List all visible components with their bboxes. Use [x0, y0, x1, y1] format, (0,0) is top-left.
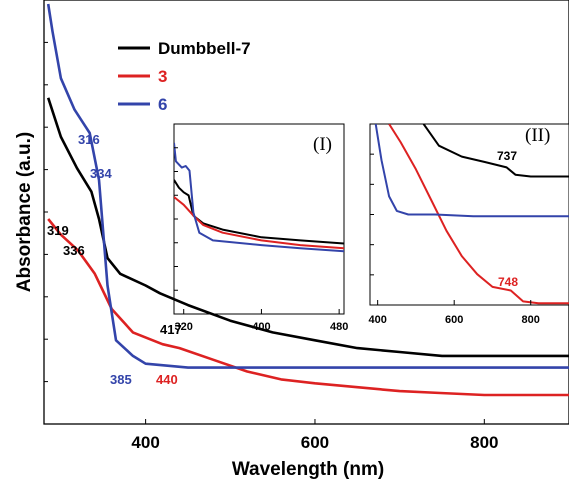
peak-label-316: 316 — [78, 132, 100, 147]
peak-label-336: 336 — [63, 243, 85, 258]
inset-ii-label: (II) — [525, 125, 550, 146]
series-line-3 — [47, 218, 569, 397]
series-line-3-inset-1 — [174, 196, 344, 250]
x-tick-label: 600 — [445, 314, 463, 326]
inset-ii-peak-748: 748 — [498, 275, 518, 289]
x-axis-label: Wavelength (nm) — [232, 459, 384, 480]
inset-i-frame — [173, 123, 345, 315]
peak-label-440: 440 — [156, 372, 178, 387]
inset-i-label: (I) — [313, 134, 332, 155]
series-line-3-inset-2 — [388, 124, 569, 305]
inset-ii-frame — [369, 123, 569, 306]
legend: Dumbbell-7 3 6 — [118, 39, 251, 114]
legend-label-6: 6 — [158, 95, 167, 114]
inset-ii-peak-737: 737 — [497, 149, 517, 163]
series-line-6-inset-2 — [374, 124, 569, 218]
x-tick-label: 800 — [470, 433, 498, 452]
series-line-dumbbell-7 — [46, 97, 569, 358]
x-tick-label: 400 — [368, 314, 386, 326]
x-tick-label: 600 — [301, 433, 329, 452]
x-tick-label: 400 — [131, 433, 159, 452]
peak-label-385: 385 — [110, 372, 132, 387]
series-line-6-inset-1 — [174, 142, 344, 253]
y-axis-label: Absorbance (a.u.) — [14, 132, 35, 292]
peak-label-334: 334 — [90, 166, 112, 181]
series-line-dumbbell-7-inset-2 — [422, 124, 569, 178]
x-tick-label: 800 — [522, 314, 540, 326]
legend-label-dumbbell: Dumbbell-7 — [158, 39, 251, 58]
series-line-6 — [46, 3, 569, 369]
x-tick-label: 480 — [330, 321, 348, 333]
x-tick-label: 400 — [252, 321, 270, 333]
peak-label-319: 319 — [47, 223, 69, 238]
peak-label-417: 417 — [160, 322, 182, 337]
x-tick-label: 320 — [175, 321, 193, 333]
legend-label-3: 3 — [158, 67, 167, 86]
